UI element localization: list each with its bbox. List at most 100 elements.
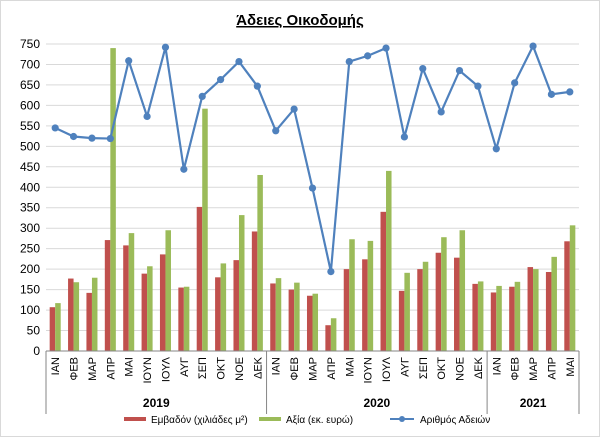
x-tick-label: ΔΕΚ xyxy=(473,356,485,379)
x-tick-label: ΙΟΥΛ xyxy=(160,356,172,382)
legend-label: Αριθμός Αδειών xyxy=(420,414,490,426)
x-axis: ΙΑΝ ΦΕΒ ΜΑΡ ΑΠΡ ΜΑΙ ΙΟΥΝ ΙΟΥΛ ΑΥΓ ΣΕΠ ΟΚΤ ΝΟΕ ΔΕΚ ΙΑ… xyxy=(45,350,580,414)
permits-point xyxy=(198,92,206,100)
x-tick-label: ΜΑΡ xyxy=(528,357,540,381)
x-tick-label: ΜΑΙ xyxy=(344,357,356,377)
y-tick-label: 700 xyxy=(20,57,40,71)
bar-value xyxy=(294,282,300,351)
year-label: 2021 xyxy=(520,396,547,410)
legend-label: Εμβαδόν (χιλιάδες μ²) xyxy=(151,414,248,426)
permits-point xyxy=(419,64,427,73)
permits-point xyxy=(253,82,261,90)
permits-point xyxy=(474,82,482,90)
bar-area xyxy=(343,269,350,351)
bar-area xyxy=(215,277,221,351)
permits-point xyxy=(69,132,78,141)
bar-area xyxy=(86,292,92,351)
bar-area xyxy=(159,254,166,351)
permits-point xyxy=(566,88,574,96)
permits-point xyxy=(290,105,298,113)
y-tick-label: 750 xyxy=(20,37,40,51)
x-tick-label: ΙΑΝ xyxy=(271,357,283,375)
bar-value xyxy=(220,263,227,351)
bar-value xyxy=(55,303,61,351)
x-tick-label: ΙΑΝ xyxy=(50,357,62,375)
permits-point xyxy=(455,67,464,75)
permits-point xyxy=(161,43,170,51)
x-tick-label: ΑΠΡ xyxy=(326,357,338,380)
y-tick-label: 50 xyxy=(27,324,41,338)
permits-point xyxy=(364,52,372,60)
x-tick-label: ΑΥΓ xyxy=(179,357,191,377)
year-label: 2019 xyxy=(143,396,170,410)
bar-area xyxy=(545,271,552,351)
y-tick-label: 200 xyxy=(20,262,40,276)
permits-point xyxy=(382,44,390,52)
bar-area xyxy=(104,240,111,351)
x-tick-label: ΝΟΕ xyxy=(234,357,246,381)
bar-area xyxy=(178,287,184,351)
bar-area xyxy=(68,278,74,351)
line-series xyxy=(51,42,574,276)
legend-marker xyxy=(399,416,405,422)
permits-point xyxy=(492,145,500,153)
bar-value xyxy=(73,282,80,351)
permits-point xyxy=(547,90,556,98)
y-tick-label: 650 xyxy=(20,78,40,92)
bar-value xyxy=(330,318,337,351)
bar-area xyxy=(398,290,405,351)
bar-area xyxy=(325,325,331,351)
permits-point xyxy=(308,184,317,192)
x-tick-label: ΟΚΤ xyxy=(216,357,228,380)
x-tick-label: ΦΕΒ xyxy=(510,357,522,380)
bar-value xyxy=(91,277,98,351)
permits-point xyxy=(51,124,59,132)
permits-point xyxy=(345,58,353,66)
bar-value xyxy=(514,281,521,351)
bar-area xyxy=(233,260,239,351)
bar-value xyxy=(110,48,116,352)
permits-point xyxy=(437,108,445,116)
bar-value xyxy=(422,261,429,351)
bar-value xyxy=(533,269,539,351)
permits-point xyxy=(327,267,335,276)
bar-value xyxy=(275,278,282,351)
bar-area xyxy=(509,286,515,351)
y-tick-label: 450 xyxy=(20,160,40,174)
permits-point xyxy=(125,57,133,65)
bar-area xyxy=(435,252,442,351)
bar-value xyxy=(165,230,171,351)
chart-title: Άδειες Οικοδομής xyxy=(236,12,364,29)
bar-area xyxy=(49,307,56,351)
permits-point xyxy=(511,79,519,87)
y-tick-label: 600 xyxy=(20,98,40,112)
bar-area xyxy=(306,295,313,351)
x-tick-label: ΜΑΙ xyxy=(124,357,136,377)
permits-point xyxy=(235,58,243,66)
x-tick-label: ΝΟΕ xyxy=(455,357,467,381)
bar-value xyxy=(569,225,576,351)
x-tick-label: ΙΑΝ xyxy=(491,357,503,375)
bar-value xyxy=(551,256,557,351)
permits-point xyxy=(217,76,225,84)
bar-area xyxy=(123,245,129,351)
bar-area xyxy=(472,283,478,351)
bar-value xyxy=(386,170,392,351)
bar-value xyxy=(257,174,263,351)
x-tick-label: ΜΑΡ xyxy=(308,357,320,381)
x-tick-label: ΙΟΥΝ xyxy=(363,357,375,384)
permits-point xyxy=(529,42,537,50)
permits-point xyxy=(106,134,114,143)
legend-swatch xyxy=(124,417,146,421)
x-tick-label: ΑΠΡ xyxy=(105,357,117,380)
y-tick-label: 400 xyxy=(20,180,40,194)
x-tick-label: ΑΠΡ xyxy=(546,357,558,380)
bar-area xyxy=(288,289,295,351)
x-tick-label: ΜΑΡ xyxy=(87,357,99,381)
bar-value xyxy=(349,239,355,351)
x-tick-label: ΜΑΙ xyxy=(565,357,577,377)
x-tick-label: ΙΟΥΛ xyxy=(381,356,393,382)
legend-swatch xyxy=(259,417,281,421)
bar-value xyxy=(367,240,374,351)
